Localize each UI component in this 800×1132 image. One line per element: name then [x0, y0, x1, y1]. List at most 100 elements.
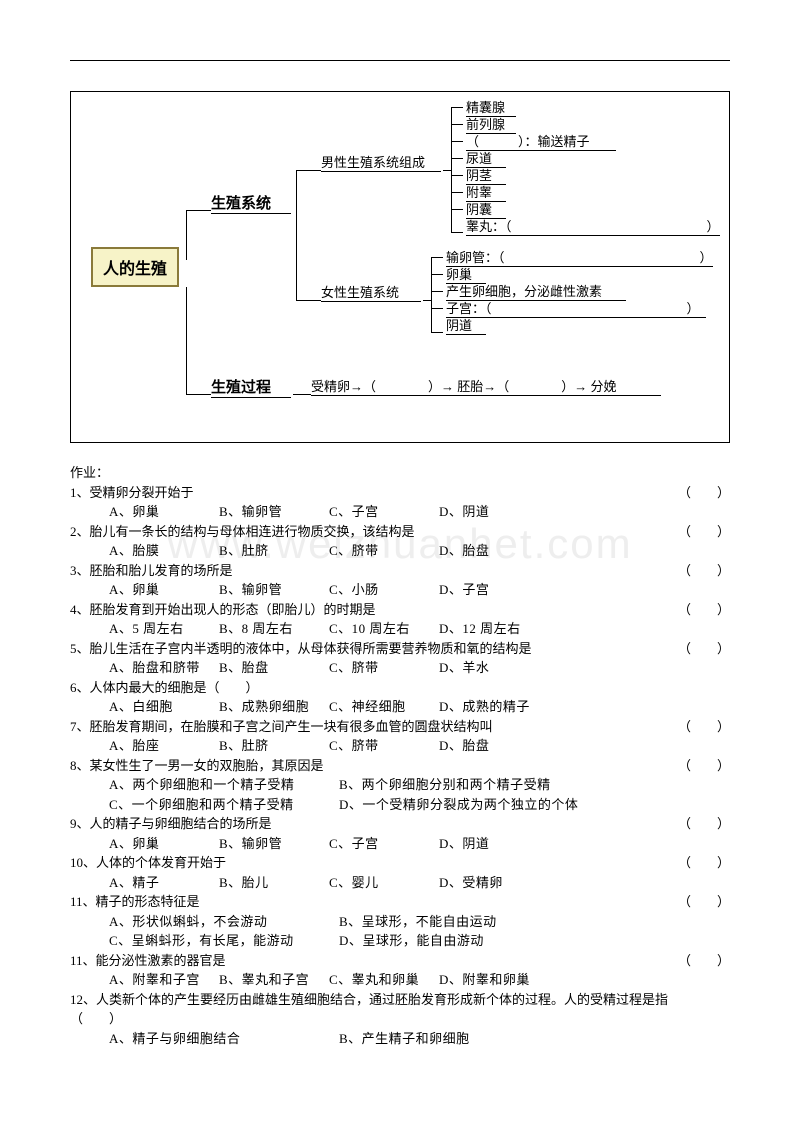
question-text: 3、胚胎和胎儿发育的场所是 [70, 561, 233, 581]
question-text: 7、胚胎发育期间，在胎膜和子宫之间产生一块有很多血管的圆盘状结构叫 [70, 717, 493, 737]
question-line: 10、人体的个体发育开始于 （ ） [70, 853, 730, 873]
option: D、12 周左右 [439, 619, 549, 639]
option: C、呈蝌蚪形，有长尾，能游动 [109, 931, 339, 951]
question-item: 11、能分泌性激素的器官是（ ）A、附睾和子宫B、睾丸和子宫C、睾丸和卵巢D、附… [70, 951, 730, 990]
question-item: 8、某女性生了一男一女的双胞胎，其原因是 （ ）A、两个卵细胞和一个精子受精B、两… [70, 756, 730, 815]
question-text: 1、受精卵分裂开始于 [70, 483, 194, 503]
root-node: 人的生殖 [91, 247, 179, 287]
option: D、一个受精卵分裂成为两个独立的个体 [339, 795, 578, 815]
question-text: 11、能分泌性激素的器官是 [70, 951, 226, 971]
options-row: A、胎座B、肚脐C、脐带D、胎盘 [70, 736, 730, 756]
option: A、卵巢 [109, 834, 219, 854]
question-item: 2、胎儿有一条长的结构与母体相连进行物质交换，该结构是（ ）A、胎膜B、肚脐C、… [70, 522, 730, 561]
option: C、脐带 [329, 658, 439, 678]
question-line: 11、精子的形态特征是 （ ） [70, 892, 730, 912]
option: D、附睾和卵巢 [439, 970, 549, 990]
question-text: 5、胎儿生活在子宫内半透明的液体中，从母体获得所需要营养物质和氧的结构是 [70, 639, 532, 659]
option: B、胎盘 [219, 658, 329, 678]
option: D、成熟的精子 [439, 697, 549, 717]
question-text: 9、人的精子与卵细胞结合的场所是 [70, 814, 272, 834]
options-row: A、精子与卵细胞结合B、产生精子和卵细胞 [70, 1029, 730, 1049]
question-text: 11、精子的形态特征是 [70, 892, 200, 912]
question-item: 6、人体内最大的细胞是（ ）A、白细胞B、成熟卵细胞C、神经细胞D、成熟的精子 [70, 678, 730, 717]
female-system-title: 女性生殖系统 [321, 282, 421, 302]
option: C、子宫 [329, 502, 439, 522]
branch-reproductive-system: 生殖系统 [211, 192, 291, 214]
question-text: 12、人类新个体的产生要经历由雌雄生殖细胞结合，通过胚胎发育形成新个体的过程。人… [70, 990, 730, 1010]
option: B、输卵管 [219, 834, 329, 854]
option: B、胎儿 [219, 873, 329, 893]
question-item: 12、人类新个体的产生要经历由雌雄生殖细胞结合，通过胚胎发育形成新个体的过程。人… [70, 990, 730, 1049]
question-line: 6、人体内最大的细胞是（ ） [70, 678, 730, 698]
answer-paren: （ ） [678, 600, 730, 620]
concept-map: 人的生殖 生殖系统 生殖过程 男性生殖系统组成 女性生殖系统 精囊腺 前列腺 （… [70, 91, 730, 443]
option: B、输卵管 [219, 502, 329, 522]
option: C、子宫 [329, 834, 439, 854]
top-rule [70, 60, 730, 61]
option: A、附睾和子宫 [109, 970, 219, 990]
option: D、子宫 [439, 580, 549, 600]
question-line: 4、胚胎发育到开始出现人的形态（即胎儿）的时期是（ ） [70, 600, 730, 620]
question-line: 9、人的精子与卵细胞结合的场所是 （ ） [70, 814, 730, 834]
options-row: A、卵巢B、输卵管C、子宫D、阴道 [70, 834, 730, 854]
option: B、成熟卵细胞 [219, 697, 329, 717]
option: C、神经细胞 [329, 697, 439, 717]
process-line: 受精卵→（ ）→ 胚胎→（ ）→ 分娩 [311, 376, 661, 396]
answer-paren: （ ） [678, 756, 730, 776]
question-item: 11、精子的形态特征是（ ）A、形状似蝌蚪，不会游动B、呈球形，不能自由运动C、… [70, 892, 730, 951]
option: A、形状似蝌蚪，不会游动 [109, 912, 339, 932]
answer-paren: （ ） [678, 892, 730, 912]
female-item: 阴道 [446, 315, 486, 335]
option: C、小肠 [329, 580, 439, 600]
options-row: A、5 周左右B、8 周左右C、10 周左右D、12 周左右 [70, 619, 730, 639]
question-line: 7、胚胎发育期间，在胎膜和子宫之间产生一块有很多血管的圆盘状结构叫 （ ） [70, 717, 730, 737]
answer-paren: （ ） [678, 639, 730, 659]
answer-paren: （ ） [678, 853, 730, 873]
question-item: 7、胚胎发育期间，在胎膜和子宫之间产生一块有很多血管的圆盘状结构叫 （ ）A、胎座… [70, 717, 730, 756]
question-line: 11、能分泌性激素的器官是（ ） [70, 951, 730, 971]
option: A、精子与卵细胞结合 [109, 1029, 339, 1049]
options-row: A、两个卵细胞和一个精子受精B、两个卵细胞分别和两个精子受精 [70, 775, 730, 795]
option: A、胎盘和脐带 [109, 658, 219, 678]
answer-paren: （ ） [678, 717, 730, 737]
options-row: A、形状似蝌蚪，不会游动B、呈球形，不能自由运动 [70, 912, 730, 932]
homework-section: 作业： 1、受精卵分裂开始于（ ）A、卵巢B、输卵管C、子宫D、阴道2、胎儿有一… [70, 463, 730, 1048]
option: A、两个卵细胞和一个精子受精 [109, 775, 339, 795]
question-item: 1、受精卵分裂开始于 （ ） A、卵巢B、输卵管C、子宫D、阴道 [70, 483, 730, 522]
option: C、睾丸和卵巢 [329, 970, 439, 990]
options-row: A、胎膜B、肚脐C、脐带D、胎盘 [70, 541, 730, 561]
question-line: 3、胚胎和胎儿发育的场所是（ ） [70, 561, 730, 581]
question-text: 8、某女性生了一男一女的双胞胎，其原因是 [70, 756, 324, 776]
options-row: A、白细胞B、成熟卵细胞C、神经细胞D、成熟的精子 [70, 697, 730, 717]
question-line: 5、胎儿生活在子宫内半透明的液体中，从母体获得所需要营养物质和氧的结构是 （ ） [70, 639, 730, 659]
option: B、睾丸和子宫 [219, 970, 329, 990]
question-line: 1、受精卵分裂开始于 （ ） [70, 483, 730, 503]
question-text: 6、人体内最大的细胞是（ ） [70, 678, 259, 698]
option: D、阴道 [439, 502, 549, 522]
answer-paren: （ ） [678, 814, 730, 834]
option: A、卵巢 [109, 580, 219, 600]
question-text: 2、胎儿有一条长的结构与母体相连进行物质交换，该结构是 [70, 522, 415, 542]
option: D、胎盘 [439, 541, 549, 561]
question-item: 4、胚胎发育到开始出现人的形态（即胎儿）的时期是（ ）A、5 周左右B、8 周左… [70, 600, 730, 639]
options-row: C、呈蝌蚪形，有长尾，能游动D、呈球形，能自由游动 [70, 931, 730, 951]
option: D、阴道 [439, 834, 549, 854]
question-line: 2、胎儿有一条长的结构与母体相连进行物质交换，该结构是（ ） [70, 522, 730, 542]
option: A、卵巢 [109, 502, 219, 522]
option: B、产生精子和卵细胞 [339, 1029, 569, 1049]
option: C、脐带 [329, 736, 439, 756]
question-text: 10、人体的个体发育开始于 [70, 853, 226, 873]
option: A、白细胞 [109, 697, 219, 717]
option: A、5 周左右 [109, 619, 219, 639]
option: C、一个卵细胞和两个精子受精 [109, 795, 339, 815]
option: B、呈球形，不能自由运动 [339, 912, 569, 932]
option: B、肚脐 [219, 541, 329, 561]
options-row: A、卵巢B、输卵管C、小肠D、子宫 [70, 580, 730, 600]
question-item: 10、人体的个体发育开始于（ ）A、精子B、胎儿C、婴儿D、受精卵 [70, 853, 730, 892]
option: A、胎膜 [109, 541, 219, 561]
question-item: 3、胚胎和胎儿发育的场所是（ ）A、卵巢B、输卵管C、小肠D、子宫 [70, 561, 730, 600]
answer-paren: （ ） [678, 483, 730, 503]
option: B、8 周左右 [219, 619, 329, 639]
homework-title: 作业： [70, 463, 730, 483]
option: D、呈球形，能自由游动 [339, 931, 569, 951]
